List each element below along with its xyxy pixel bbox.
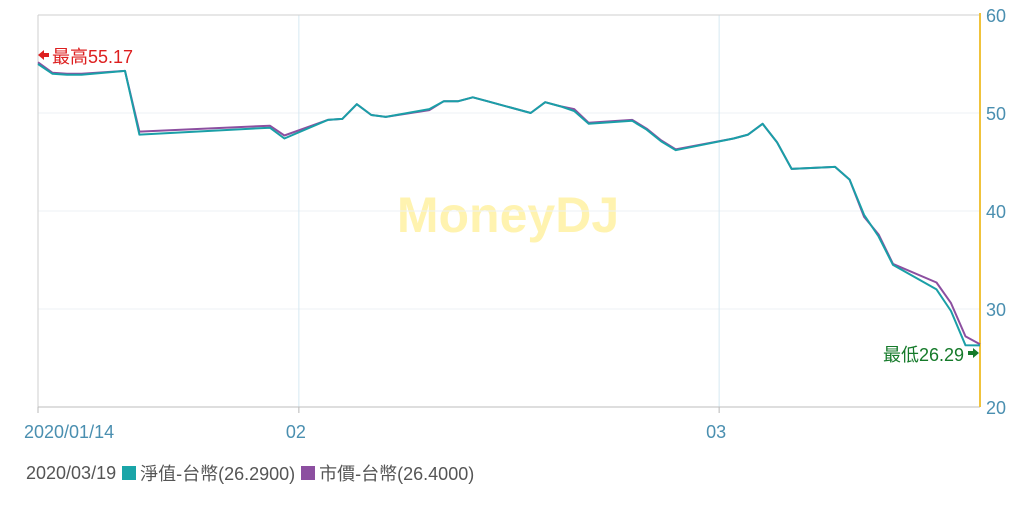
legend-label-nav: 淨值-台幣(26.2900) [140,464,296,484]
x-tick-label: 03 [706,422,726,442]
min-arrow-icon [968,348,979,358]
legend-label-price: 市價-台幣(26.4000) [319,464,475,484]
x-tick-label: 2020/01/14 [24,422,114,442]
line-chart: MoneyDJ 20 30 40 50 60 2020/01/14 02 03 最高55.17… [24,6,1006,442]
watermark: MoneyDJ [397,187,619,243]
series-line-nav [37,63,981,347]
axis-layer: 20 30 40 50 60 2020/01/14 02 03 [24,6,1006,442]
legend-swatch-nav [122,466,137,480]
y-tick-label: 50 [986,104,1006,124]
y-tick-label: 30 [986,300,1006,320]
grid-layer [38,15,980,407]
max-label: 最高55.17 [52,47,133,67]
y-tick-label: 20 [986,398,1006,418]
y-tick-label: 40 [986,202,1006,222]
max-arrow-icon [38,50,49,60]
series-layer [37,61,981,347]
legend: 2020/03/19 淨值-台幣(26.2900) 市價-台幣(26.4000) [26,460,474,486]
x-tick-label: 02 [286,422,306,442]
legend-date: 2020/03/19 [26,462,117,483]
annotation-layer: 最高55.17 最低26.29 [38,47,979,365]
min-label: 最低26.29 [883,345,964,365]
legend-swatch-price [301,466,316,480]
y-tick-label: 60 [986,6,1006,26]
